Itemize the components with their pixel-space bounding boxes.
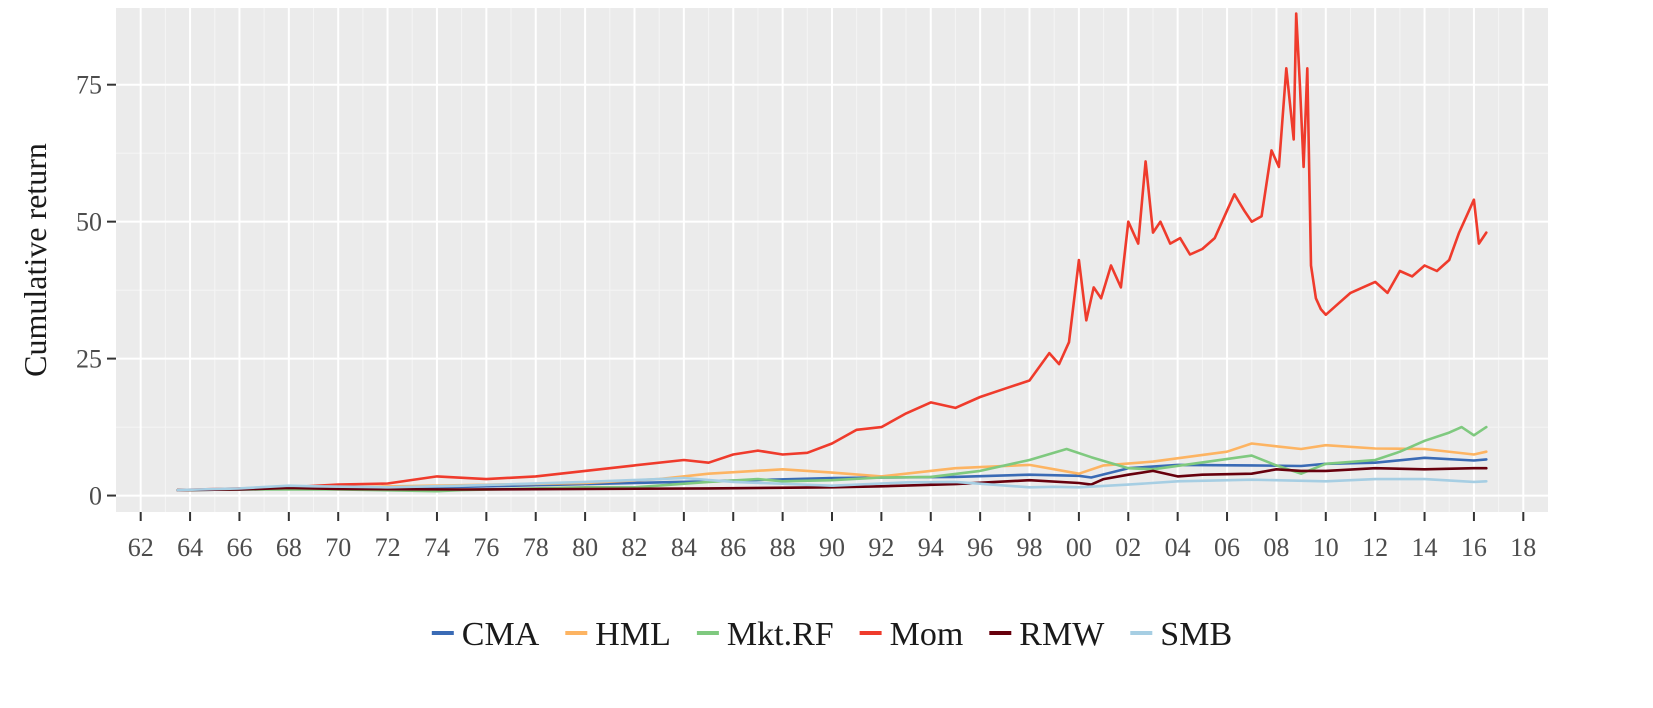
legend-label: Mom	[890, 616, 964, 653]
x-tick-label: 96	[967, 533, 993, 562]
legend-item-smb: SMB	[1130, 616, 1232, 653]
legend-label: CMA	[462, 616, 540, 653]
x-tick-label: 88	[770, 533, 796, 562]
x-tick-label: 14	[1412, 533, 1438, 562]
legend-item-hml: HML	[565, 616, 671, 653]
axes: 0 25 50 75 62 64 66 68 70 72 74 76 78 80 82 84 86 88 90 92 9…	[76, 71, 1536, 562]
x-tick-label: 10	[1313, 533, 1339, 562]
legend-item-cma: CMA	[431, 616, 540, 653]
x-tick-label: 00	[1066, 533, 1092, 562]
legend: CMA HML Mkt.RF Mom RMW SMB	[431, 616, 1232, 653]
legend-item-rmw: RMW	[989, 616, 1105, 653]
x-tick-label: 70	[325, 533, 351, 562]
x-tick-label: 18	[1510, 533, 1536, 562]
x-tick-label: 94	[918, 533, 944, 562]
x-tick-label: 08	[1263, 533, 1289, 562]
y-tick-label: 0	[89, 482, 102, 511]
x-tick-label: 78	[523, 533, 549, 562]
legend-label: RMW	[1019, 616, 1105, 653]
legend-label: SMB	[1160, 616, 1232, 653]
x-tick-label: 64	[177, 533, 203, 562]
x-tick-label: 82	[621, 533, 647, 562]
x-tick-label: 12	[1362, 533, 1388, 562]
x-tick-label: 76	[473, 533, 499, 562]
x-tick-label: 74	[424, 533, 450, 562]
x-tick-label: 72	[375, 533, 401, 562]
legend-item-mkt-rf: Mkt.RF	[696, 616, 834, 653]
legend-item-mom: Mom	[859, 616, 964, 653]
x-tick-label: 84	[671, 533, 697, 562]
x-tick-label: 02	[1115, 533, 1141, 562]
x-tick-label: 68	[276, 533, 302, 562]
x-tick-label: 86	[720, 533, 746, 562]
y-axis-title: Cumulative return	[17, 143, 53, 377]
x-tick-label: 16	[1461, 533, 1487, 562]
x-tick-label: 66	[226, 533, 252, 562]
x-tick-label: 92	[868, 533, 894, 562]
x-tick-label: 98	[1017, 533, 1043, 562]
x-tick-label: 62	[128, 533, 154, 562]
grid-lines	[116, 8, 1548, 512]
series-lines	[176, 12, 1488, 493]
x-tick-label: 90	[819, 533, 845, 562]
series-line-smb	[176, 476, 1488, 492]
x-tick-label: 06	[1214, 533, 1240, 562]
x-tick-label: 80	[572, 533, 598, 562]
x-tick-label: 04	[1165, 533, 1191, 562]
series-line-mkt-rf	[176, 425, 1488, 493]
legend-label: HML	[595, 616, 671, 653]
y-tick-label: 50	[76, 208, 102, 237]
y-tick-label: 75	[76, 71, 102, 100]
series-line-rmw	[176, 466, 1488, 492]
series-line-mom	[176, 12, 1488, 492]
legend-label: Mkt.RF	[727, 616, 834, 653]
y-tick-label: 25	[76, 345, 102, 374]
